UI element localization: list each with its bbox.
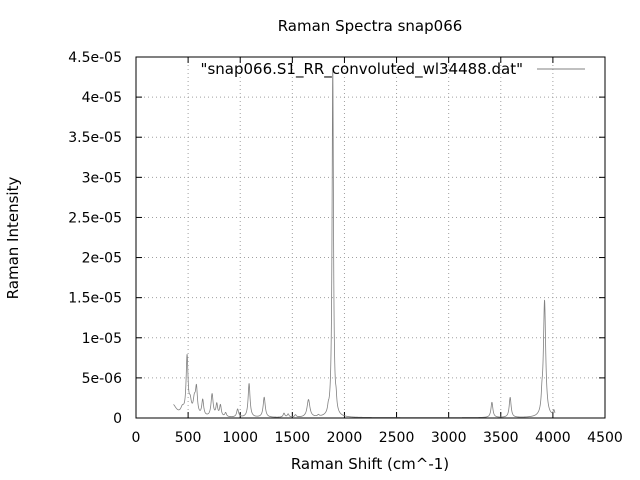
series-layer — [173, 67, 556, 419]
y-axis-title: Raman Intensity — [4, 177, 22, 300]
legend-label: "snap066.S1_RR_convoluted_wl34488.dat" — [201, 60, 523, 79]
y-tick-label: 5e-06 — [82, 371, 122, 387]
x-tick-label: 2500 — [379, 430, 415, 446]
y-tick-label: 2e-05 — [82, 251, 122, 267]
y-tick-label: 0 — [113, 411, 122, 427]
y-tick-label: 1.5e-05 — [68, 291, 122, 307]
y-tick-label: 3e-05 — [82, 170, 122, 186]
y-tick-label: 3.5e-05 — [68, 130, 122, 146]
plot-frame — [135, 56, 606, 419]
chart-title: Raman Spectra snap066 — [278, 17, 463, 35]
y-tick-label: 4e-05 — [82, 90, 122, 106]
x-tick-label: 3500 — [483, 430, 519, 446]
x-tick-label: 1500 — [275, 430, 311, 446]
x-axis-title: Raman Shift (cm^-1) — [291, 455, 449, 473]
x-tick-label: 4500 — [587, 430, 623, 446]
x-tick-label: 1000 — [222, 430, 258, 446]
y-tick-label: 2.5e-05 — [68, 210, 122, 226]
x-tick-label: 500 — [175, 430, 202, 446]
x-tick-label: 3000 — [431, 430, 467, 446]
spectrum-line — [173, 67, 556, 419]
y-tick-label: 1e-05 — [82, 331, 122, 347]
x-tick-label: 0 — [132, 430, 141, 446]
x-tick-label: 2000 — [327, 430, 363, 446]
x-tick-label: 4000 — [535, 430, 571, 446]
legend: "snap066.S1_RR_convoluted_wl34488.dat" — [201, 60, 585, 79]
grid — [136, 57, 605, 418]
y-tick-label: 4.5e-05 — [68, 50, 122, 66]
axis-ticks: 0 500 1000 1500 2000 2500 3000 3500 4000 4500 0 5e-… — [68, 50, 623, 446]
